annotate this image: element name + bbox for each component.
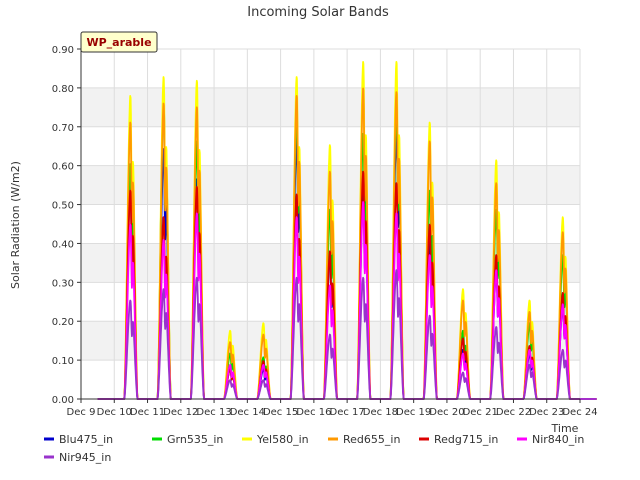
y-tick-label: 0.00 <box>52 395 74 406</box>
legend: Blu475_in Grn535_in Yel580_in Red655_in Redg… <box>44 433 584 464</box>
x-tick-label: Dec 12 <box>163 407 198 418</box>
y-tick-label: 0.90 <box>52 45 74 56</box>
y-tick-label: 0.60 <box>52 162 74 173</box>
legend-label: Red655_in <box>343 433 400 446</box>
tick-labels: 0.00 0.10 0.20 0.30 0.40 0.50 0.60 0.70 0.80 0.90… <box>52 45 598 418</box>
legend-item: Blu475_in <box>44 433 113 446</box>
y-tick-label: 0.20 <box>52 317 74 328</box>
x-tick-label: Dec 18 <box>363 407 398 418</box>
annotation-box <box>80 31 158 53</box>
x-tick-label: Dec 14 <box>230 407 265 418</box>
x-tick-label: Dec 22 <box>496 407 531 418</box>
x-tick-label: Dec 21 <box>463 407 498 418</box>
y-tick-label: 0.70 <box>52 123 74 134</box>
legend-item: Nir945_in <box>44 451 111 464</box>
y-axis-label: Solar Radiation (W/m2) <box>9 161 22 289</box>
x-tick-label: Dec 23 <box>529 407 564 418</box>
y-tick-label: 0.30 <box>52 278 74 289</box>
y-tick-label: 0.50 <box>52 201 74 212</box>
legend-label: Yel580_in <box>256 433 309 446</box>
x-tick-label: Dec 20 <box>429 407 464 418</box>
chart-title: Incoming Solar Bands <box>247 5 389 20</box>
x-tick-label: Dec 17 <box>330 407 365 418</box>
x-tick-label: Dec 16 <box>296 407 331 418</box>
x-tick-label: Dec 13 <box>196 407 231 418</box>
x-axis-label: Time <box>551 422 579 435</box>
y-tick-label: 0.10 <box>52 356 74 367</box>
x-tick-label: Dec 10 <box>97 407 132 418</box>
x-tick-label: Dec 24 <box>562 407 597 418</box>
legend-label: Redg715_in <box>434 433 498 446</box>
legend-item: Grn535_in <box>152 433 223 446</box>
x-tick-label: Dec 9 <box>67 407 96 418</box>
legend-item: Redg715_in <box>419 433 498 446</box>
legend-item: Nir840_in <box>517 433 584 446</box>
x-tick-label: Dec 19 <box>396 407 431 418</box>
x-tick-label: Dec 11 <box>130 407 165 418</box>
legend-label: Grn535_in <box>167 433 223 446</box>
plot-band <box>81 87 580 127</box>
y-tick-label: 0.80 <box>52 84 74 95</box>
plot-band <box>81 49 580 88</box>
plot-band <box>81 360 580 399</box>
legend-label: Nir840_in <box>532 433 584 446</box>
annotation-text: WP_arable <box>86 36 151 49</box>
station-annotation: WP_arable <box>80 31 158 53</box>
legend-item: Red655_in <box>328 433 400 446</box>
legend-label: Blu475_in <box>59 433 113 446</box>
y-tick-label: 0.40 <box>52 239 74 250</box>
x-tick-label: Dec 15 <box>263 407 298 418</box>
legend-label: Nir945_in <box>59 451 111 464</box>
legend-item: Yel580_in <box>242 433 309 446</box>
axes <box>77 48 581 403</box>
